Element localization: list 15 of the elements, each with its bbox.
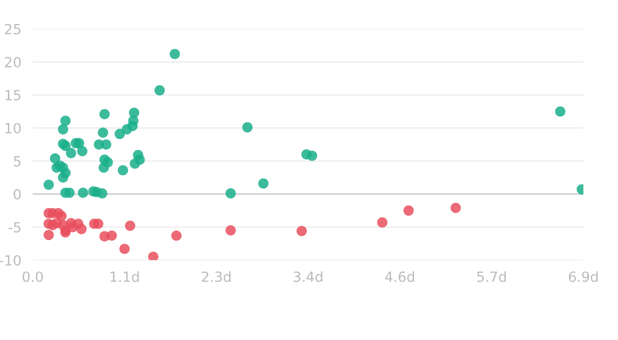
x-tick-label: 2.3d: [202, 271, 230, 282]
x-tick-label: 1.1d: [110, 271, 139, 282]
y-tick-label: 0: [14, 189, 21, 200]
x-tick-label: 6.9d: [568, 271, 598, 282]
y-tick-label: 15: [5, 90, 20, 100]
x-tick-label: 5.7d: [477, 271, 506, 282]
x-tick-label: 4.6d: [385, 271, 414, 282]
y-tick-label: 5: [14, 156, 20, 166]
y-tick-label: -5: [8, 222, 20, 233]
x-tick-label: 3.4d: [294, 271, 322, 282]
y-tick-label: 25: [4, 24, 20, 34]
y-tick-label: 10: [5, 122, 21, 134]
y-tick-label: -10: [0, 255, 21, 266]
x-tick-label: 0.0: [22, 271, 43, 282]
y-tick-label: 20: [4, 56, 21, 68]
